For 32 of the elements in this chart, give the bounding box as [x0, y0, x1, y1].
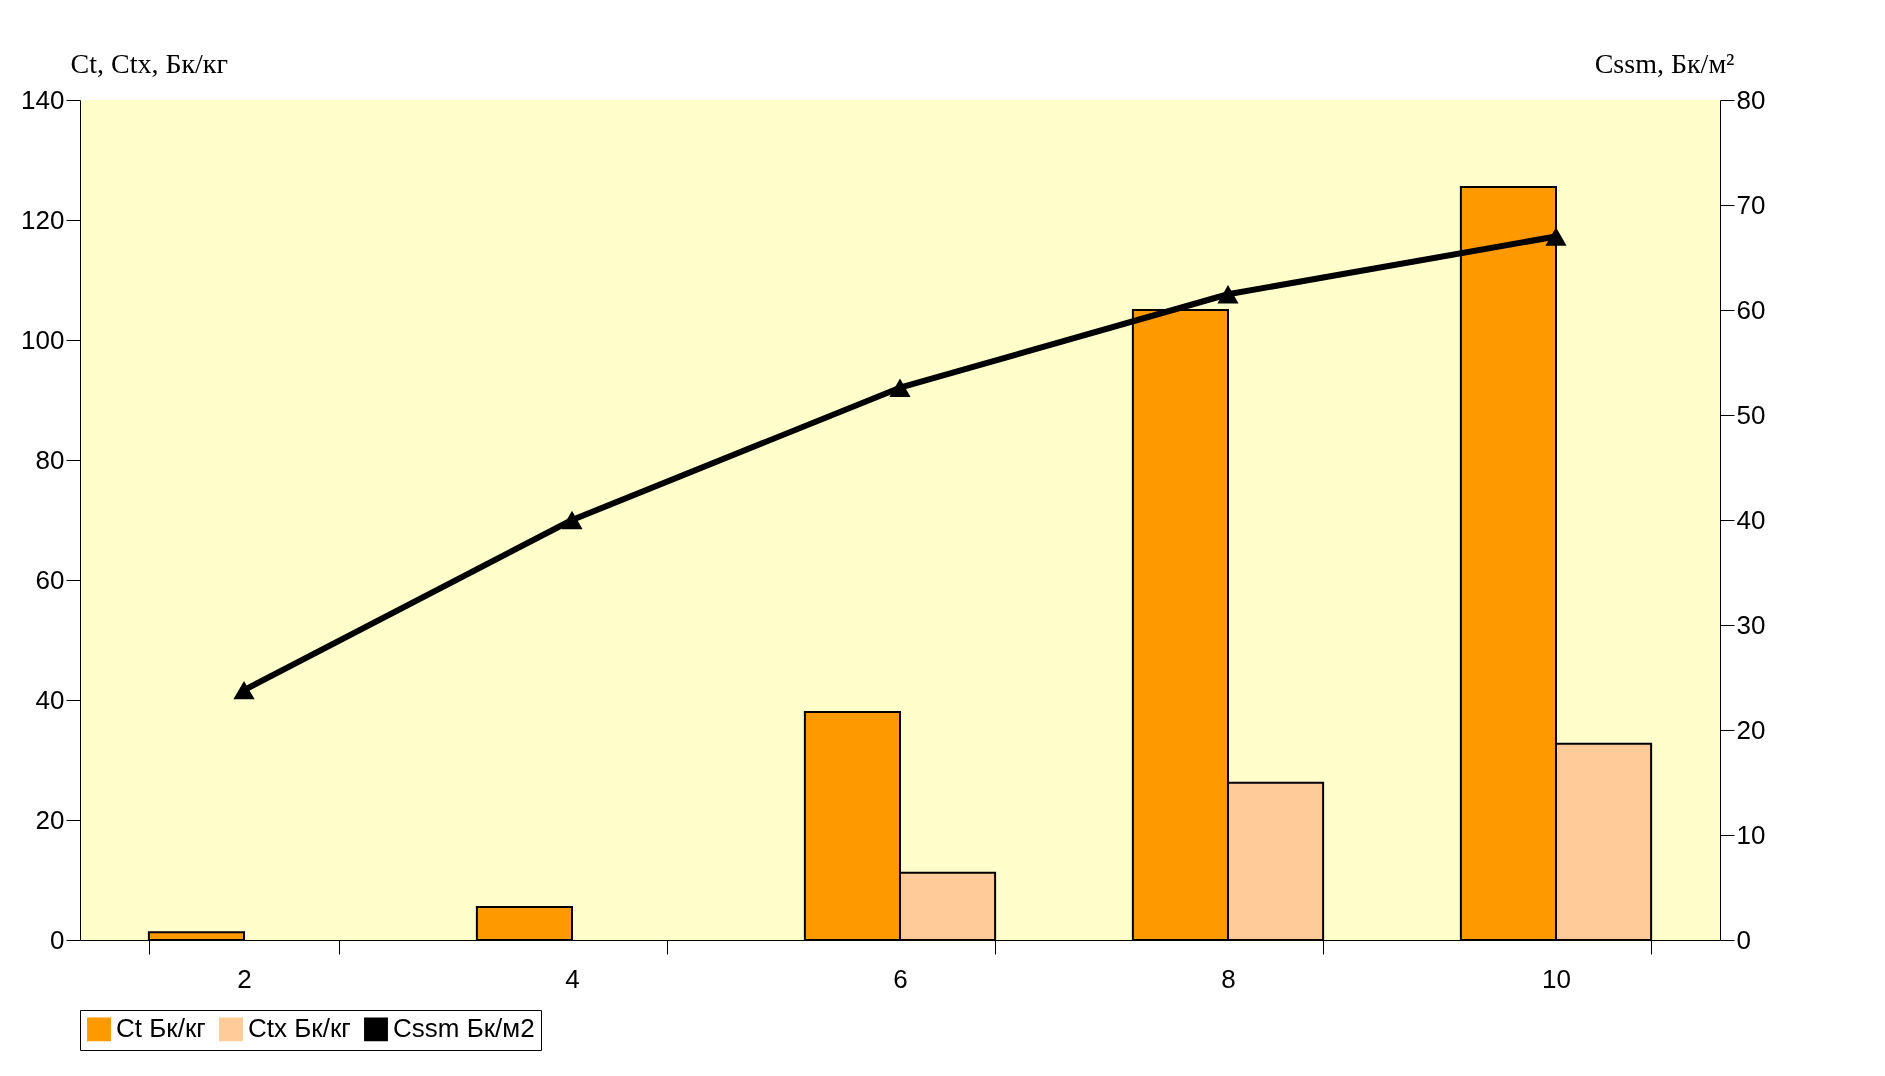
- legend-label: Ct Бк/кг: [116, 1013, 206, 1044]
- point: [1217, 285, 1239, 304]
- y-axis-title: Ct, Ctx, Бк/кг: [70, 47, 228, 79]
- x-tick-label: 6: [893, 963, 908, 994]
- y-tick-label: 80: [35, 444, 65, 475]
- point: [233, 680, 255, 700]
- y-tick-label: 100: [21, 324, 65, 355]
- y-tick-label: 40: [35, 684, 65, 715]
- x-tick-label: 4: [565, 963, 580, 994]
- point: [1545, 227, 1567, 246]
- y-tick-label: 60: [35, 564, 65, 595]
- y2-tick-label: 40: [1736, 504, 1766, 535]
- y2-tick-label: 0: [1736, 924, 1751, 955]
- y-tick-label: 120: [21, 204, 65, 235]
- y2-tick-label: 60: [1736, 294, 1766, 325]
- y2-axis-title: Cssm, Бк/м²: [1594, 47, 1735, 79]
- x-tick-label: 8: [1221, 963, 1236, 994]
- legend-label: Ctx Бк/кг: [248, 1013, 351, 1044]
- y2-tick-label: 50: [1736, 399, 1766, 430]
- y-tick-label: 0: [50, 924, 65, 955]
- y2-tick-label: 70: [1736, 189, 1766, 220]
- y2-tick-label: 30: [1736, 609, 1766, 640]
- y-tick-label: 140: [21, 84, 65, 115]
- legend-label: Cssm Бк/м2: [393, 1013, 535, 1044]
- x-tick-label: 10: [1542, 963, 1571, 994]
- y2-tick-label: 20: [1736, 714, 1766, 745]
- x-tick-label: 2: [237, 963, 252, 994]
- y2-tick-label: 80: [1736, 84, 1766, 115]
- point: [889, 378, 911, 397]
- y-tick-label: 20: [35, 804, 65, 835]
- y2-tick-label: 10: [1736, 819, 1766, 850]
- point: [561, 510, 583, 530]
